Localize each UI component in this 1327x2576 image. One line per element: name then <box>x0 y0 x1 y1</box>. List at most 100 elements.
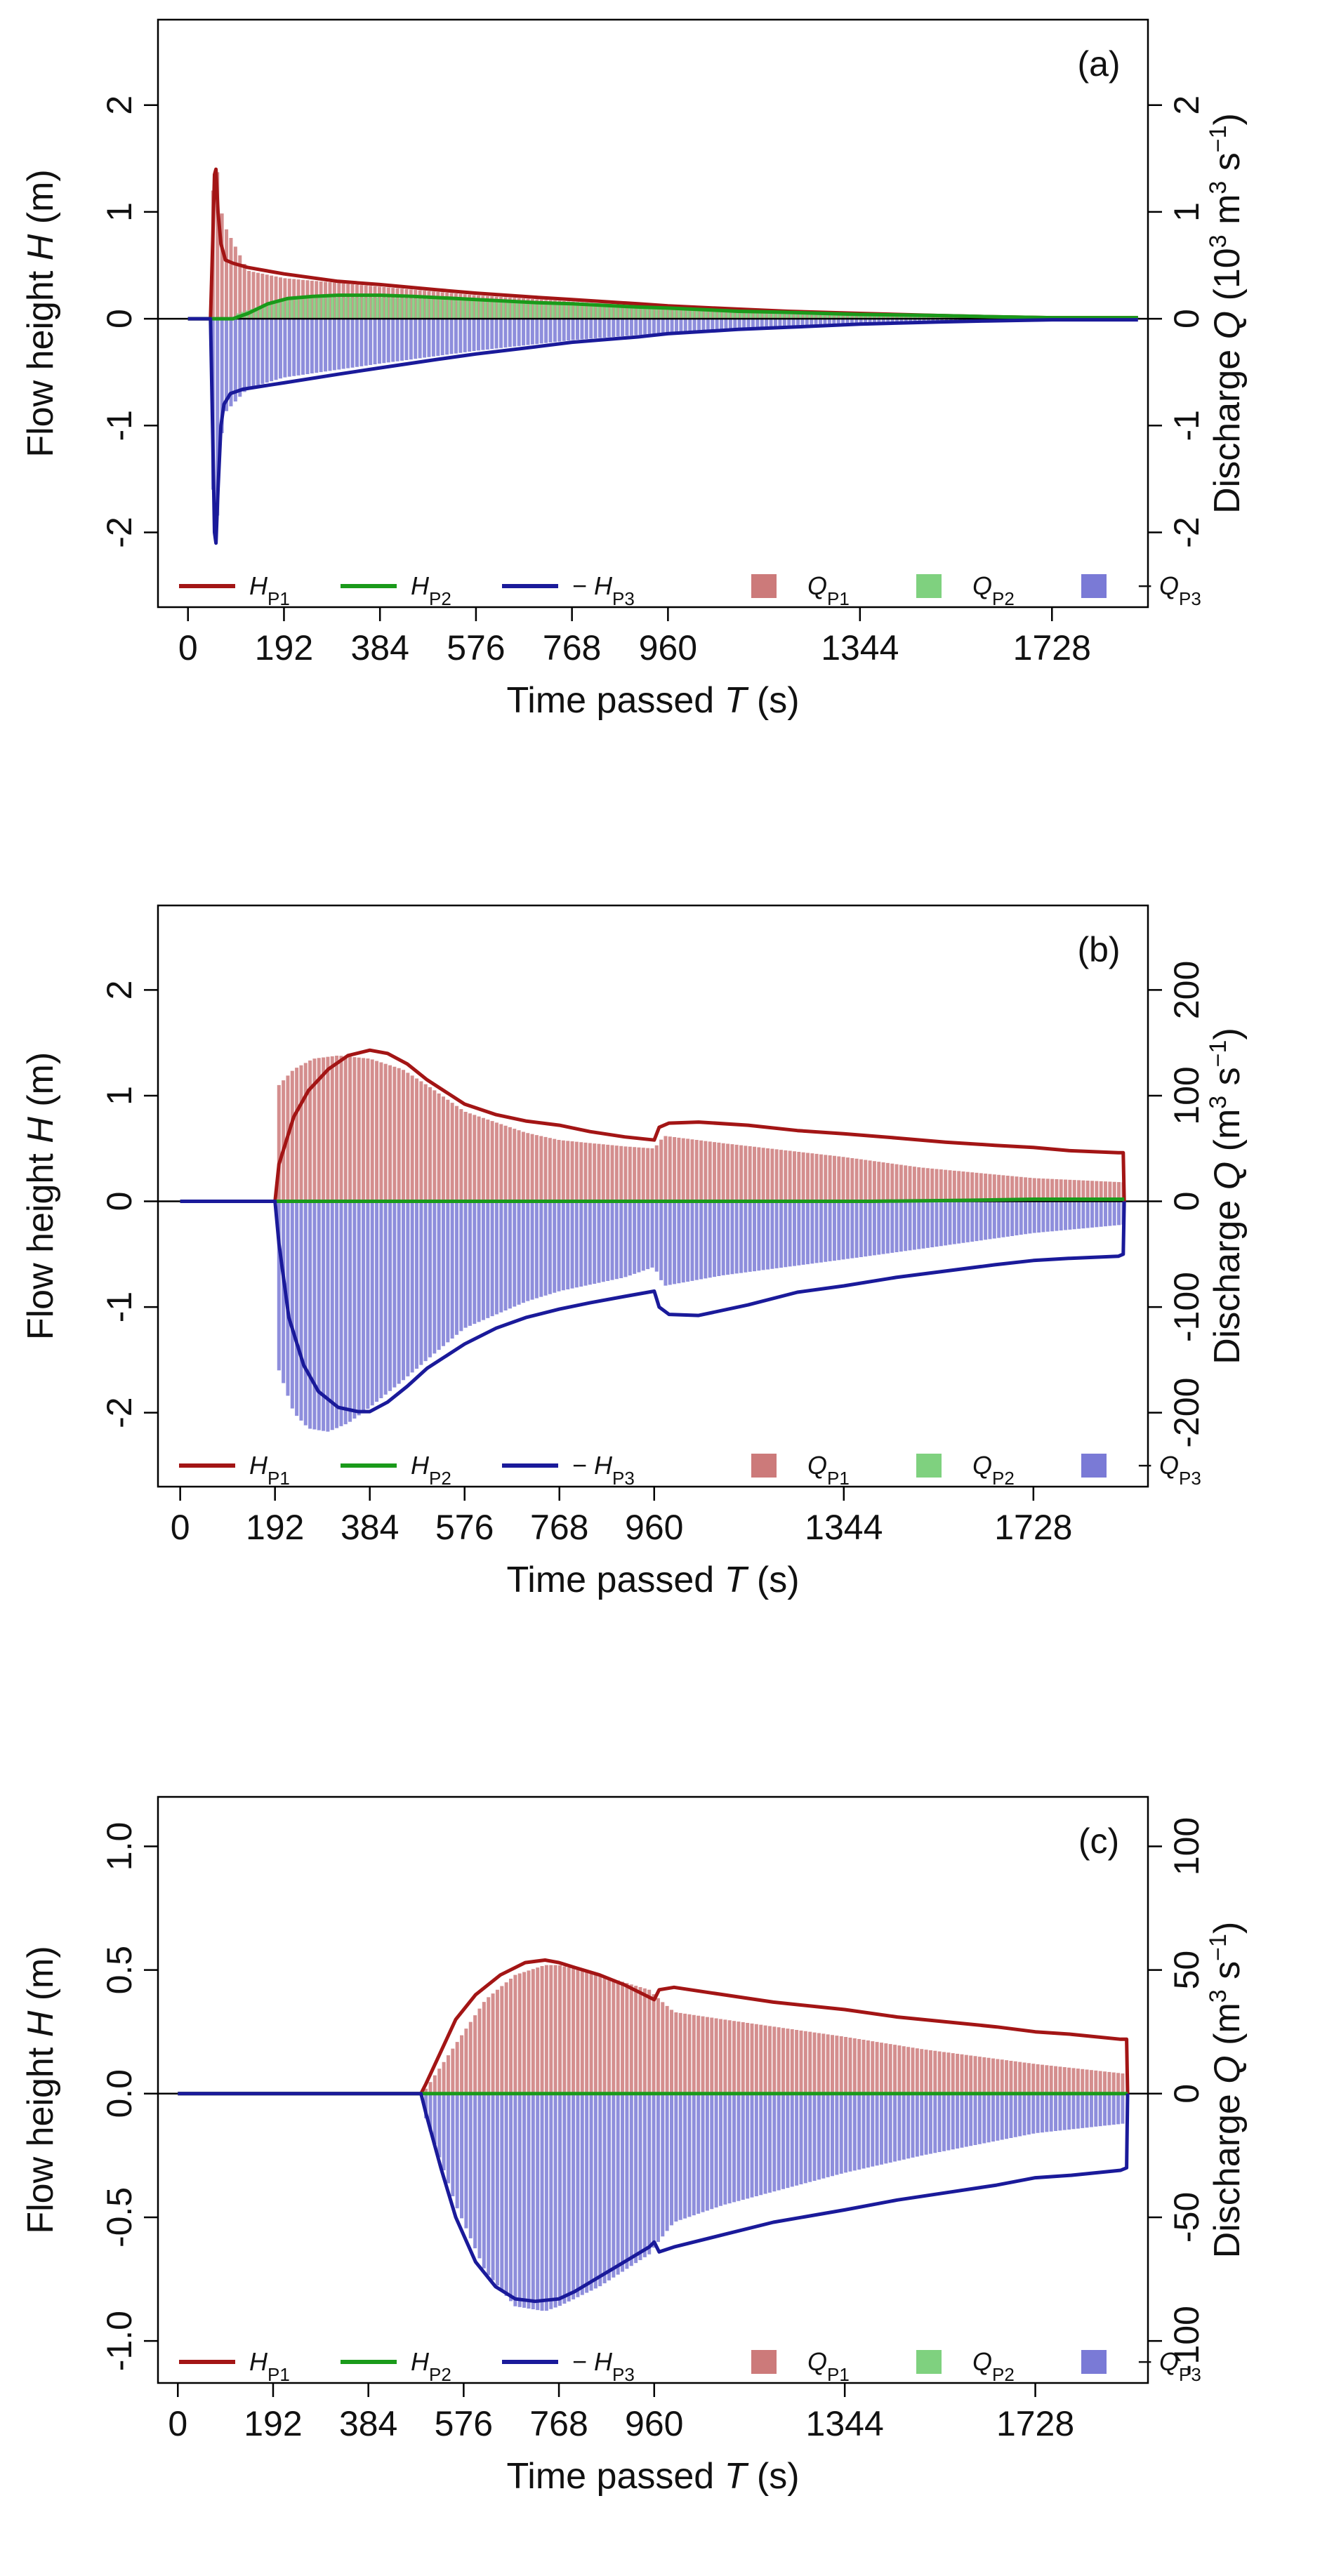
y-left-tick-label-1: -0.5 <box>100 2187 139 2248</box>
chart-panel-2: 0 192 384 576 768 960 1344 1728 -2 -1 0 1 2 -200 -100 0… <box>20 904 1248 1600</box>
x-tick-label-5: 960 <box>625 1508 683 1547</box>
bars-Q_P1 <box>277 1056 1125 1202</box>
y-left-tick-label-4: 2 <box>100 981 139 1000</box>
x-tick-label-3: 576 <box>435 1508 494 1547</box>
panel-label: (c) <box>1078 1821 1119 1861</box>
x-tick-label-4: 768 <box>530 1508 588 1547</box>
legend-label: QP2 <box>972 2347 1015 2385</box>
legend-label: HP2 <box>411 2347 451 2385</box>
y-right-tick-label-4: 200 <box>1167 961 1206 1019</box>
line-H_P1 <box>180 1048 1126 1203</box>
legend-entry-Q_P2: QP2 <box>916 571 1015 609</box>
discharge-bars <box>277 1056 1126 1432</box>
y-left-tick-label-4: 1.0 <box>100 1822 139 1871</box>
legend-swatch <box>1081 1454 1107 1478</box>
legend-label: − QP3 <box>1137 571 1201 609</box>
x-tick-label-2: 384 <box>339 2404 397 2443</box>
legend-entry-H_P1: HP1 <box>179 1451 290 1489</box>
bars--Q_P3 <box>424 2093 1125 2311</box>
legend-swatch <box>751 2350 777 2374</box>
legend-label: HP1 <box>249 1451 290 1489</box>
x-tick-label-6: 1344 <box>821 628 899 668</box>
y-left-tick-label-0: -2 <box>100 517 139 547</box>
bars-Q_P1 <box>424 1965 1125 2094</box>
y-left-tick-label-2: 0 <box>100 1192 139 1211</box>
y-left-axis-label: Flow height H (m) <box>20 1946 61 2233</box>
y-right-tick-label-4: 2 <box>1167 95 1206 115</box>
legend: HP1 HP2 − HP3 QP1 QP2 − QP3 <box>179 571 1201 609</box>
legend-entry-H_P1: HP1 <box>179 2347 290 2385</box>
x-tick-label-1: 192 <box>255 628 313 668</box>
y-left-tick-label-3: 1 <box>100 202 139 222</box>
legend-label: QP1 <box>807 571 850 609</box>
legend-label: HP2 <box>411 1451 451 1489</box>
y-right-tick-label-0: -2 <box>1167 517 1206 547</box>
legend-label: − HP3 <box>572 1451 635 1489</box>
x-tick-label-3: 576 <box>435 2404 493 2443</box>
legend-label: − HP3 <box>572 571 635 609</box>
y-right-tick-label-2: 0 <box>1167 309 1206 328</box>
legend-entry--Q_P3: − QP3 <box>1081 571 1201 609</box>
line-H_P2 <box>187 293 1138 321</box>
x-tick-label-6: 1344 <box>805 1508 883 1547</box>
plot-frame <box>157 904 1149 1488</box>
panel-label: (b) <box>1077 930 1120 969</box>
x-tick-label-4: 768 <box>543 628 601 668</box>
plot-frame <box>157 1795 1149 2384</box>
y-right-tick-label-3: 1 <box>1167 202 1206 222</box>
legend-label: HP1 <box>249 571 290 609</box>
y-left-tick-label-0: -2 <box>100 1397 139 1428</box>
legend-swatch <box>1081 574 1107 598</box>
y-right-tick-label-1: -1 <box>1167 410 1206 441</box>
panel-label: (a) <box>1077 44 1120 84</box>
bars-Q_P2 <box>236 297 1140 319</box>
legend-label: QP2 <box>972 1451 1015 1489</box>
y-right-tick-label-0: -100 <box>1167 2306 1206 2376</box>
y-left-tick-label-0: -1.0 <box>100 2311 139 2371</box>
x-tick-label-2: 384 <box>350 628 409 668</box>
x-tick-label-2: 384 <box>341 1508 399 1547</box>
line--H_P3 <box>178 2092 1130 2304</box>
x-tick-label-1: 192 <box>246 1508 304 1547</box>
y-left-tick-label-1: -1 <box>100 410 139 441</box>
y-right-axis-label: Discharge Q (m3 s−1) <box>1205 1028 1248 1365</box>
y-right-tick-label-3: 100 <box>1167 1066 1206 1124</box>
bars--Q_P3 <box>211 319 1137 516</box>
x-tick-label-1: 192 <box>244 2404 302 2443</box>
legend-label: QP1 <box>807 2347 850 2385</box>
x-axis-label: Time passed T (s) <box>506 1560 799 1600</box>
y-right-tick-label-2: 0 <box>1167 2084 1206 2104</box>
y-left-tick-label-3: 0.5 <box>100 1946 139 1995</box>
legend-label: HP2 <box>411 571 451 609</box>
legend-swatch <box>1081 2350 1107 2374</box>
y-right-tick-label-1: -50 <box>1167 2192 1206 2243</box>
line-H_P2 <box>180 1197 1125 1203</box>
x-axis-label: Time passed T (s) <box>506 680 799 721</box>
legend-label: − QP3 <box>1137 1451 1201 1489</box>
line--H_P3 <box>180 1200 1126 1414</box>
legend-label: QP2 <box>972 571 1015 609</box>
legend-entry-Q_P1: QP1 <box>751 1451 850 1489</box>
y-right-tick-label-0: -200 <box>1167 1378 1206 1448</box>
x-tick-label-5: 960 <box>639 628 697 668</box>
bars--Q_P3 <box>277 1201 1125 1432</box>
y-right-tick-label-3: 50 <box>1167 1951 1206 1990</box>
legend-entry-Q_P2: QP2 <box>916 1451 1015 1489</box>
x-tick-label-0: 0 <box>168 2404 187 2443</box>
legend-entry-Q_P2: QP2 <box>916 2347 1015 2385</box>
legend-swatch <box>916 574 942 598</box>
y-right-axis-label: Discharge Q (103 m3 s−1) <box>1205 113 1248 514</box>
legend-entry--H_P3: − HP3 <box>502 571 635 609</box>
legend-entry-Q_P1: QP1 <box>751 2347 850 2385</box>
x-tick-label-7: 1728 <box>1013 628 1091 668</box>
y-left-tick-label-4: 2 <box>100 95 139 115</box>
discharge-bars <box>424 1965 1125 2311</box>
legend-label: QP1 <box>807 1451 850 1489</box>
y-left-axis-label: Flow height H (m) <box>20 1052 61 1340</box>
chart-panel-3: 0 192 384 576 768 960 1344 1728 -1.0 -0.5 0.0 0.5 1.… <box>20 1795 1248 2497</box>
y-left-tick-label-2: 0 <box>100 309 139 328</box>
legend-entry-Q_P1: QP1 <box>751 571 850 609</box>
legend-entry-H_P2: HP2 <box>341 2347 451 2385</box>
